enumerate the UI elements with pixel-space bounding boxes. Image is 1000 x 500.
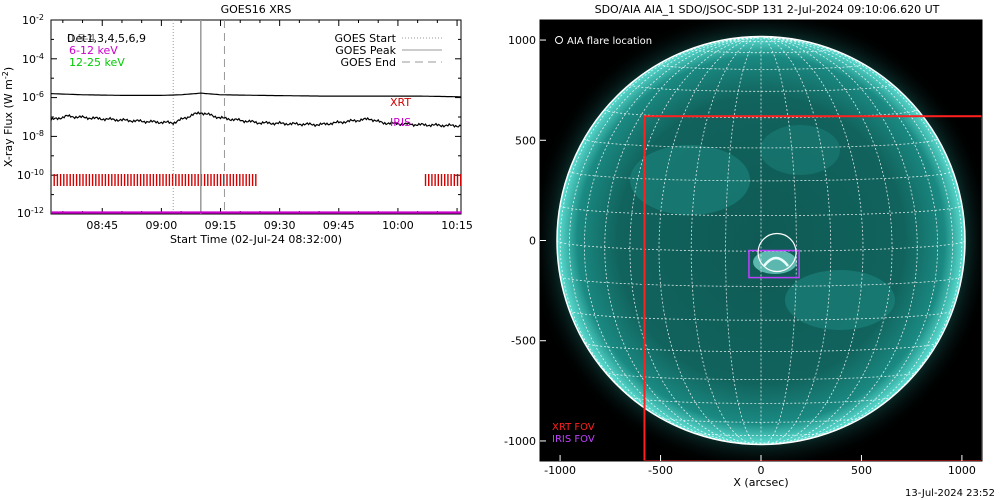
goes-xlabel: Start Time (02-Jul-24 08:32:00) bbox=[170, 233, 342, 246]
active-region-glow bbox=[785, 270, 895, 330]
longitude-line bbox=[760, 36, 939, 445]
legend-goes-peak: GOES Peak bbox=[335, 44, 396, 57]
longitude-line bbox=[760, 36, 864, 445]
longitude-line bbox=[760, 36, 918, 445]
flare-loop bbox=[763, 256, 789, 267]
aia-title: SDO/AIA AIA_1 SDO/JSOC-SDP 131 2-Jul-202… bbox=[595, 3, 940, 16]
aia-y-tick-label: 1000 bbox=[508, 34, 536, 47]
iris-fov-box bbox=[748, 249, 800, 279]
y-tick-label: 10-2 bbox=[22, 13, 44, 27]
aia-x-tick-label: 1000 bbox=[948, 464, 976, 477]
x-tick-label: 09:30 bbox=[264, 219, 296, 232]
flare-brightening bbox=[753, 250, 797, 274]
longitude-line bbox=[583, 36, 762, 445]
x-tick-label: 09:15 bbox=[205, 219, 237, 232]
longitude-line bbox=[690, 36, 762, 445]
goes-title: GOES16 XRS bbox=[221, 3, 292, 16]
aia-x-tick-label: 0 bbox=[758, 464, 765, 477]
goes-series-lines bbox=[51, 92, 461, 214]
x-tick-label: 10:15 bbox=[441, 219, 473, 232]
aia-x-tick-label: -500 bbox=[648, 464, 673, 477]
legend-goes-end: GOES End bbox=[340, 56, 396, 69]
flare-location-circle bbox=[757, 232, 797, 273]
latitude-line bbox=[604, 109, 918, 119]
longitude-line bbox=[760, 36, 832, 445]
x-tick-label: 09:45 bbox=[323, 219, 355, 232]
aia-y-tick-label: 500 bbox=[515, 134, 536, 147]
goes-event-markers bbox=[172, 20, 225, 214]
aia-axis-ticks: -1000 -500 0 500 1000 1000 500 0 -500 -1000 bbox=[504, 34, 976, 477]
x-tick-label: 09:00 bbox=[146, 219, 178, 232]
latitude-line bbox=[568, 170, 954, 182]
flare-location-legend: AIA flare location bbox=[567, 36, 652, 47]
x-tick-label: 10:00 bbox=[382, 219, 414, 232]
channel-label-green: 12-25 keV bbox=[69, 56, 125, 69]
latitude-line bbox=[630, 396, 892, 404]
y-tick-label: 10-12 bbox=[17, 206, 44, 220]
aia-x-tick-label: 500 bbox=[851, 464, 872, 477]
aia-xlabel: X (arcsec) bbox=[733, 476, 788, 489]
active-region-glow bbox=[760, 125, 840, 175]
latitude-line bbox=[560, 276, 962, 287]
latitude-line bbox=[659, 417, 863, 423]
goes-x-ticks: 08:45 09:00 09:15 09:30 09:45 10:00 10:15 bbox=[62, 20, 473, 232]
xrt-fov-box bbox=[643, 115, 982, 461]
channel-label-overprint: 0.5-4 bbox=[67, 32, 95, 45]
aia-x-tick-label: -1000 bbox=[544, 464, 576, 477]
xrt-fov-label: XRT FOV bbox=[552, 422, 595, 433]
channel-label-black: Det1,3,4,5,6,9 bbox=[67, 32, 146, 45]
longitude-line bbox=[725, 36, 762, 445]
xrt-coverage-label: XRT bbox=[390, 96, 411, 109]
xrt-coverage-bars bbox=[51, 174, 461, 186]
y-tick-label: 10-10 bbox=[17, 168, 44, 182]
aia-y-tick-label: -1000 bbox=[504, 435, 536, 448]
aia-y-tick-label: -500 bbox=[511, 335, 536, 348]
longitude-line bbox=[604, 36, 762, 445]
channel-label-magenta: 6-12 keV bbox=[69, 44, 118, 57]
aia-y-tick-label: 0 bbox=[529, 235, 536, 248]
goes-series-line bbox=[51, 111, 461, 128]
footer-timestamp: 13-Jul-2024 23:52 bbox=[905, 488, 995, 499]
y-tick-label: 10-4 bbox=[22, 52, 44, 66]
aia-panel: SDO/AIA AIA_1 SDO/JSOC-SDP 131 2-Jul-202… bbox=[504, 3, 983, 489]
goes-y-ticks: 10-2 10-4 10-6 10-8 10-10 10-12 bbox=[17, 13, 44, 220]
y-tick-label: 10-8 bbox=[22, 129, 44, 143]
flare-location-marker-icon bbox=[555, 36, 563, 44]
goes-y-tick-marks bbox=[51, 19, 461, 215]
x-tick-label: 08:45 bbox=[86, 219, 118, 232]
legend-goes-start: GOES Start bbox=[335, 32, 397, 45]
heliographic-grid bbox=[556, 35, 966, 446]
longitude-line bbox=[658, 36, 762, 445]
longitude-line bbox=[559, 36, 762, 436]
goes-series-line bbox=[51, 92, 461, 98]
goes-legend: GOES Start GOES Peak GOES End bbox=[335, 32, 442, 69]
goes-ylabel: X-ray Flux (W m-2) bbox=[1, 67, 15, 167]
goes-panel: GOES16 XRS 10-2 10-4 10-6 10-8 10-10 10-… bbox=[1, 3, 473, 246]
longitude-line bbox=[760, 36, 963, 436]
longitude-line bbox=[760, 36, 797, 445]
iris-fov-label: IRIS FOV bbox=[552, 434, 595, 445]
iris-coverage-label: IRIS bbox=[390, 116, 411, 129]
solar-limb bbox=[556, 35, 966, 446]
fov-overlays bbox=[643, 115, 982, 461]
y-tick-label: 10-6 bbox=[22, 90, 44, 104]
